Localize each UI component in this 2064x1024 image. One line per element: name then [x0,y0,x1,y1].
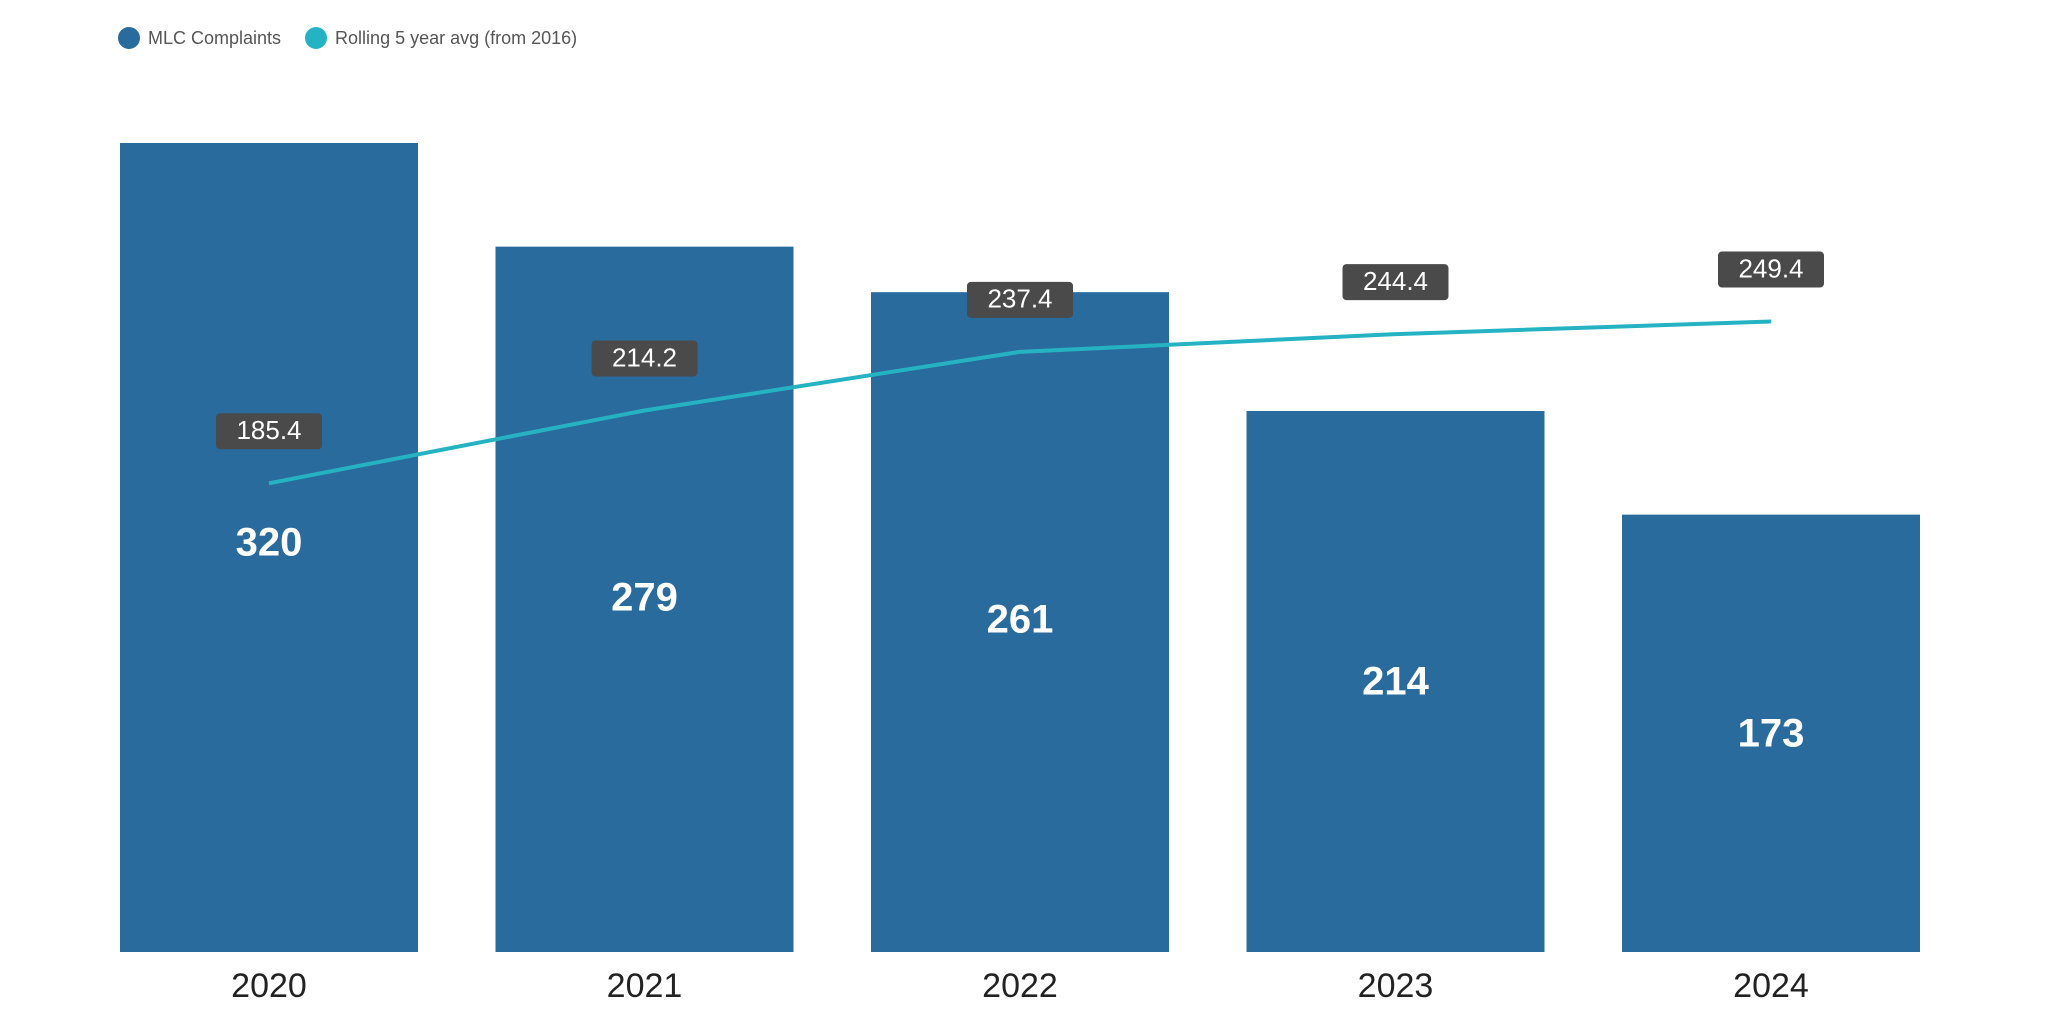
line-label-2020: 185.4 [236,415,301,445]
x-tick-label-2021: 2021 [607,967,683,1005]
x-tick-label-2020: 2020 [231,967,307,1005]
bar-2022 [871,292,1169,952]
bar-value-labels: 320 279 261 214 173 [236,521,1805,756]
legend-swatch-rolling-avg [305,27,328,49]
legend-label-rolling-avg: Rolling 5 year avg (from 2016) [335,27,578,48]
line-label-box-2022 [967,281,1073,318]
bar-value-label-2020: 320 [236,521,303,565]
bar-series [120,143,1920,952]
bar-2023 [1246,410,1545,952]
line-label-box-2024 [1718,251,1824,288]
bar-value-label-2024: 173 [1738,712,1805,756]
legend: MLC Complaints Rolling 5 year avg (from … [118,20,577,56]
line-label-box-2020 [216,413,322,450]
x-tick-label-2022: 2022 [982,967,1058,1005]
x-tick-label-2023: 2023 [1358,967,1434,1005]
line-label-box-2021 [591,340,698,377]
bar-value-label-2022: 261 [987,598,1054,642]
line-series [268,319,1772,486]
line-label-2022: 237.4 [987,284,1052,314]
bar-value-label-2021: 279 [611,576,678,620]
bar-2020 [120,143,418,952]
legend-item-rolling-avg: Rolling 5 year avg (from 2016) [305,27,577,49]
bar-2024 [1622,514,1920,952]
line-label-2024: 249.4 [1738,253,1803,283]
line-label-2023: 244.4 [1363,266,1428,296]
x-tick-label-2024: 2024 [1733,967,1809,1005]
line-label-box-2023 [1342,264,1449,301]
x-axis: 2020 2021 2022 2023 2024 [231,967,1809,1005]
legend-label-mlc-complaints: MLC Complaints [148,27,282,48]
line-label-2021: 214.2 [612,342,677,372]
legend-swatch-mlc-complaints [118,27,140,49]
bar-value-label-2023: 214 [1362,660,1429,704]
rolling-avg-line [268,319,1772,486]
line-value-labels: 185.4 214.2 237.4 244.4 249.4 [216,251,1824,450]
legend-item-mlc-complaints: MLC Complaints [118,27,281,49]
